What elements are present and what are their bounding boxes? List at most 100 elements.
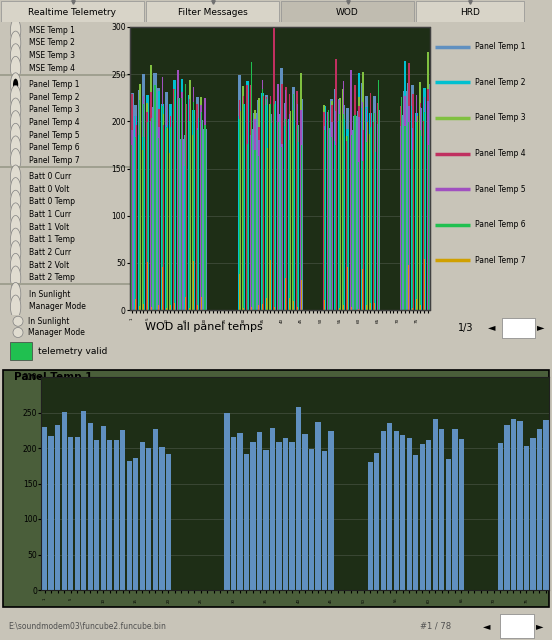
Bar <box>158 138 160 310</box>
Bar <box>169 140 171 310</box>
Bar <box>258 122 260 310</box>
Bar <box>10 342 32 360</box>
Bar <box>296 408 301 590</box>
Bar <box>262 93 264 310</box>
Bar <box>351 70 352 310</box>
Bar <box>258 140 259 310</box>
Bar <box>408 265 409 310</box>
Bar <box>142 137 145 310</box>
Bar <box>197 129 198 310</box>
Bar <box>280 68 284 310</box>
Bar <box>266 97 267 310</box>
Bar <box>378 276 379 310</box>
Circle shape <box>10 282 21 306</box>
Bar <box>278 122 279 310</box>
Bar <box>416 1 524 22</box>
Bar <box>420 103 421 310</box>
Bar <box>262 146 264 310</box>
Bar <box>204 131 206 310</box>
Bar <box>181 133 183 310</box>
Bar <box>204 125 205 310</box>
Circle shape <box>10 136 21 159</box>
Bar <box>242 104 245 310</box>
Bar <box>139 306 140 310</box>
Bar <box>369 113 371 310</box>
Bar <box>49 436 54 590</box>
Bar <box>427 84 429 310</box>
Bar <box>331 101 333 310</box>
Bar <box>408 106 410 310</box>
Bar <box>380 431 386 590</box>
Bar <box>181 79 183 310</box>
Bar <box>326 127 330 310</box>
Bar <box>150 107 153 310</box>
Bar <box>423 123 425 310</box>
Bar <box>339 146 341 310</box>
Bar <box>242 86 245 310</box>
Circle shape <box>10 178 21 201</box>
Bar <box>416 95 417 310</box>
Text: Filter Messages: Filter Messages <box>178 8 247 17</box>
Bar <box>285 132 287 310</box>
Bar <box>339 308 340 310</box>
Bar <box>157 88 161 310</box>
Bar <box>238 116 241 310</box>
Bar <box>269 97 271 310</box>
Bar <box>362 102 363 310</box>
Bar <box>238 75 241 310</box>
Bar <box>378 79 379 310</box>
Circle shape <box>10 44 21 67</box>
Bar <box>270 123 271 310</box>
Bar <box>292 120 295 310</box>
Bar <box>400 111 402 310</box>
Bar <box>133 458 139 590</box>
Bar <box>184 166 187 310</box>
Bar <box>439 429 444 590</box>
Bar <box>504 425 509 590</box>
Bar <box>373 138 375 310</box>
Bar <box>155 305 156 310</box>
Bar <box>154 97 156 310</box>
Bar <box>327 109 328 310</box>
Bar <box>405 126 406 310</box>
Bar <box>263 450 269 590</box>
Bar <box>408 63 410 310</box>
Circle shape <box>13 316 23 326</box>
Text: ►: ► <box>537 323 545 333</box>
Bar <box>161 104 164 310</box>
Bar <box>400 118 402 310</box>
Bar <box>239 274 240 310</box>
Bar <box>354 84 356 310</box>
Bar <box>416 116 417 310</box>
Bar <box>174 90 175 310</box>
Bar <box>288 122 291 310</box>
Bar <box>0 284 130 285</box>
Bar <box>537 429 542 590</box>
Bar <box>146 95 148 310</box>
Text: Panel Temp 6: Panel Temp 6 <box>475 220 526 229</box>
Bar <box>258 156 259 310</box>
Bar <box>411 106 414 310</box>
Bar <box>407 116 410 310</box>
Bar <box>358 97 360 310</box>
Bar <box>181 92 183 310</box>
Bar <box>324 300 325 310</box>
Bar <box>262 97 263 310</box>
Bar <box>459 439 464 590</box>
Bar <box>323 140 326 310</box>
Bar <box>400 126 402 310</box>
Bar <box>369 136 372 310</box>
Bar <box>142 150 145 310</box>
Bar <box>289 113 290 310</box>
Bar <box>368 461 373 590</box>
Bar <box>281 143 283 310</box>
Bar <box>0 74 130 76</box>
Bar <box>420 305 421 310</box>
Bar <box>139 100 140 310</box>
Bar <box>378 124 379 310</box>
Bar <box>420 129 421 310</box>
Bar <box>254 111 256 310</box>
Bar <box>274 104 275 310</box>
Bar <box>262 88 263 310</box>
Bar <box>237 433 243 590</box>
